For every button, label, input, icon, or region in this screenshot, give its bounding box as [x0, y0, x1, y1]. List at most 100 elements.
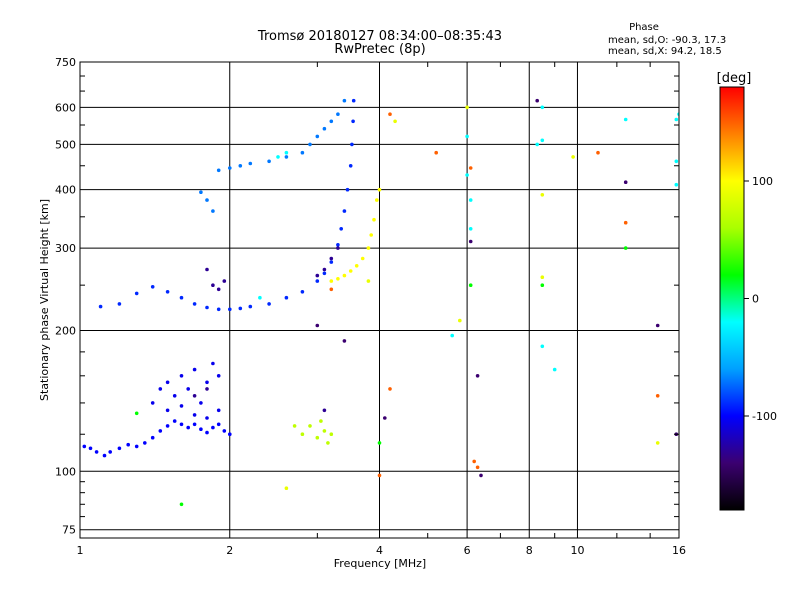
data-point — [205, 198, 209, 202]
chart-subtitle: RwPretec (8p) — [334, 42, 425, 57]
data-point — [258, 295, 262, 300]
data-point — [434, 150, 439, 155]
data-point — [535, 142, 539, 147]
data-point — [179, 502, 184, 507]
data-point — [369, 233, 374, 237]
data-point — [300, 432, 305, 437]
x-tick-label: 10 — [570, 544, 584, 557]
data-point — [267, 159, 271, 164]
data-point — [102, 453, 107, 458]
y-tick-label: 400 — [55, 184, 76, 197]
chart-title: Tromsø 20180127 08:34:00–08:35:43 — [257, 29, 502, 44]
data-point — [134, 444, 139, 449]
data-point — [126, 442, 130, 447]
data-point — [465, 134, 469, 139]
colorbar-tick-label: 100 — [752, 175, 773, 188]
data-point — [211, 425, 215, 430]
data-point — [238, 306, 243, 311]
data-point — [342, 209, 347, 213]
phase-info-o: mean, sd,O: -90.3, 17.3 — [608, 35, 726, 46]
data-point — [342, 273, 347, 278]
data-point — [192, 422, 197, 427]
colorbar — [719, 86, 745, 511]
data-point — [329, 256, 334, 261]
data-point — [336, 243, 340, 247]
data-point — [377, 473, 382, 478]
data-point — [205, 267, 209, 272]
data-point — [475, 374, 480, 378]
y-axis: 75 100 200 300 400 500 600 750 — [55, 56, 679, 537]
data-point — [345, 187, 350, 192]
data-point — [284, 486, 289, 491]
data-point — [228, 432, 232, 437]
plot-frame — [79, 61, 680, 539]
data-point — [348, 269, 353, 273]
colorbar-ticks: 100 0 -100 — [744, 175, 777, 423]
data-point — [216, 374, 221, 378]
data-point — [674, 117, 679, 122]
data-point — [540, 275, 545, 280]
data-point — [336, 246, 340, 250]
data-point — [179, 374, 184, 378]
data-point — [468, 239, 473, 244]
data-point — [179, 404, 184, 408]
data-point — [205, 430, 209, 435]
data-point — [329, 279, 334, 283]
data-point — [552, 367, 557, 372]
data-point — [117, 446, 122, 451]
data-point — [199, 190, 203, 194]
data-point — [199, 401, 203, 405]
data-point — [377, 187, 382, 192]
x-tick-label: 6 — [464, 544, 471, 557]
x-tick-label: 4 — [376, 544, 383, 557]
data-point — [388, 387, 392, 391]
data-point — [284, 155, 289, 159]
data-point — [222, 429, 227, 433]
phase-info-title: Phase — [629, 22, 659, 33]
data-point — [228, 307, 232, 312]
data-point — [623, 246, 628, 250]
x-tick-label: 1 — [77, 544, 84, 557]
data-point — [165, 290, 170, 294]
data-point — [192, 367, 197, 372]
data-point — [134, 411, 139, 416]
data-point — [354, 264, 359, 268]
y-tick-label: 75 — [62, 524, 76, 537]
data-point — [458, 318, 462, 323]
data-point — [351, 98, 356, 103]
data-point — [300, 150, 305, 155]
data-point — [674, 159, 679, 164]
data-point — [336, 277, 340, 281]
x-tick-label: 2 — [226, 544, 233, 557]
data-point — [366, 246, 371, 250]
data-point — [216, 422, 221, 427]
data-point — [186, 387, 190, 391]
data-point — [596, 150, 600, 155]
grid-lines — [80, 62, 679, 538]
data-point — [94, 450, 99, 454]
data-point — [342, 98, 347, 103]
data-point — [475, 465, 480, 470]
data-point — [134, 291, 139, 296]
data-point — [540, 344, 545, 349]
data-point — [322, 429, 327, 433]
data-point — [329, 432, 334, 437]
y-tick-label: 200 — [55, 324, 76, 337]
data-point — [322, 408, 327, 413]
data-point — [472, 459, 477, 464]
y-tick-label: 300 — [55, 242, 76, 255]
data-point — [540, 138, 545, 143]
data-point — [655, 323, 660, 328]
data-point — [319, 419, 323, 423]
data-point — [216, 287, 221, 292]
data-point — [377, 441, 382, 445]
data-point — [465, 173, 469, 177]
data-point — [322, 267, 327, 272]
data-point — [360, 256, 365, 261]
data-point — [336, 112, 340, 116]
x-axis: 1 2 4 6 8 10 16 — [77, 62, 686, 557]
data-point — [150, 401, 155, 405]
data-point — [329, 287, 334, 292]
data-point — [315, 134, 320, 139]
